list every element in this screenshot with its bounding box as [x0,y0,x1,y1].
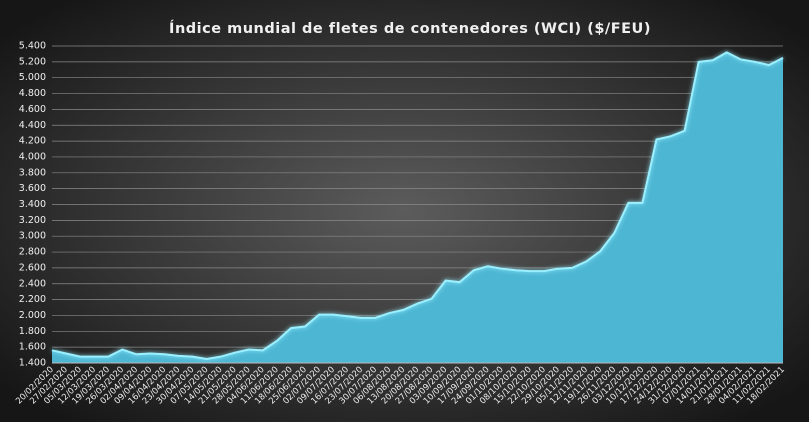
y-tick-label: 2.200 [19,294,46,305]
y-tick-label: 3.600 [19,183,46,194]
y-tick-label: 5.000 [19,72,46,83]
area [52,52,783,364]
chart-title: Índice mundial de fletes de contenedores… [169,20,651,37]
y-tick-label: 5.400 [19,41,46,52]
y-tick-label: 3.200 [19,215,46,226]
y-tick-label: 4.200 [19,136,46,147]
y-tick-label: 3.400 [19,199,46,210]
y-tick-label: 5.200 [19,56,46,67]
y-tick-label: 3.000 [19,231,46,242]
y-tick-label: 2.400 [19,278,46,289]
y-tick-label: 1.800 [19,326,46,337]
y-tick-label: 1.600 [19,342,46,353]
y-tick-label: 1.400 [19,358,46,369]
y-tick-label: 3.800 [19,167,46,178]
y-tick-label: 4.800 [19,88,46,99]
y-tick-label: 2.800 [19,247,46,258]
y-tick-label: 2.600 [19,262,46,273]
y-tick-label: 4.600 [19,104,46,115]
area-edge [51,51,784,361]
y-tick-label: 4.000 [19,151,46,162]
y-tick-label: 4.400 [19,120,46,131]
y-tick-label: 2.000 [19,310,46,321]
